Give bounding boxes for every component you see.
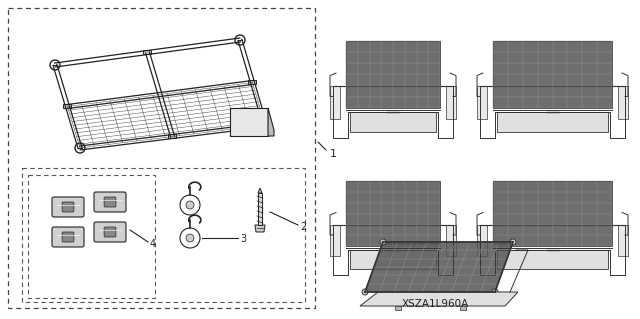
Bar	[330, 86, 340, 118]
Bar	[330, 225, 340, 256]
Bar	[350, 250, 436, 269]
Polygon shape	[248, 80, 256, 85]
FancyBboxPatch shape	[104, 227, 116, 237]
Text: 3: 3	[240, 234, 246, 244]
Polygon shape	[258, 188, 262, 193]
FancyBboxPatch shape	[52, 227, 84, 247]
Circle shape	[510, 239, 516, 245]
Circle shape	[186, 201, 194, 209]
Bar	[618, 225, 628, 256]
Polygon shape	[168, 134, 176, 138]
Text: 1: 1	[330, 149, 337, 159]
Polygon shape	[230, 130, 274, 136]
Bar	[394, 306, 401, 310]
Bar	[497, 112, 608, 131]
Circle shape	[492, 289, 498, 295]
Bar	[477, 225, 487, 256]
Bar	[497, 250, 608, 269]
Text: XSZA1L960A: XSZA1L960A	[401, 299, 468, 309]
Bar	[493, 41, 612, 108]
Circle shape	[380, 239, 386, 245]
Bar	[346, 41, 440, 108]
Polygon shape	[63, 104, 71, 108]
Polygon shape	[143, 49, 151, 55]
Bar	[493, 181, 612, 246]
Polygon shape	[255, 225, 265, 232]
Bar	[460, 306, 465, 310]
Bar	[350, 112, 436, 131]
Polygon shape	[268, 108, 274, 136]
FancyBboxPatch shape	[62, 202, 74, 212]
Polygon shape	[230, 108, 268, 136]
Text: 2: 2	[300, 222, 307, 232]
Polygon shape	[360, 292, 518, 306]
Bar	[477, 86, 487, 118]
Bar	[346, 181, 440, 246]
FancyBboxPatch shape	[94, 192, 126, 212]
Circle shape	[186, 234, 194, 242]
FancyBboxPatch shape	[62, 232, 74, 242]
Polygon shape	[365, 242, 513, 292]
Bar	[618, 86, 628, 118]
FancyBboxPatch shape	[52, 197, 84, 217]
Text: 4: 4	[150, 239, 156, 249]
Circle shape	[362, 289, 368, 295]
Bar	[446, 225, 456, 256]
FancyBboxPatch shape	[94, 222, 126, 242]
FancyBboxPatch shape	[104, 197, 116, 207]
Bar	[258, 193, 262, 225]
Bar	[446, 86, 456, 118]
